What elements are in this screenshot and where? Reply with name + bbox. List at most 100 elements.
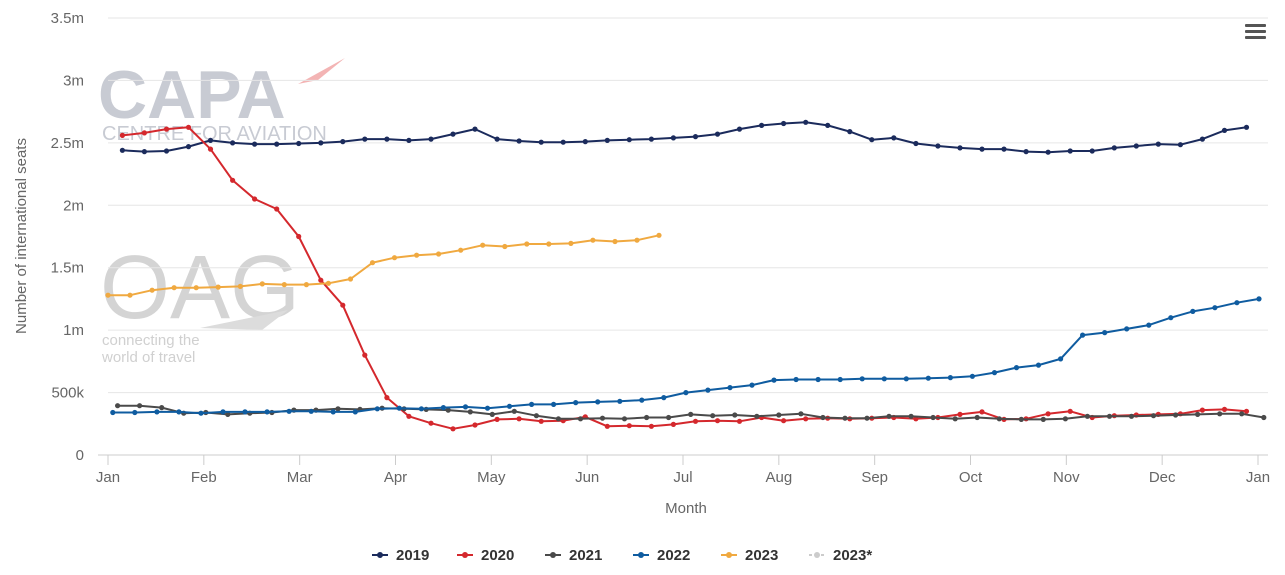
data-point[interactable] (1128, 413, 1135, 419)
data-point[interactable] (1040, 416, 1046, 422)
data-point[interactable] (1045, 149, 1051, 155)
data-point[interactable] (1089, 148, 1095, 154)
data-point[interactable] (237, 283, 243, 289)
data-point[interactable] (127, 292, 133, 298)
data-point[interactable] (1239, 411, 1245, 417)
data-point[interactable] (274, 206, 280, 212)
data-point[interactable] (352, 409, 358, 415)
data-point[interactable] (414, 252, 420, 258)
data-point[interactable] (1168, 315, 1174, 321)
data-point[interactable] (612, 238, 618, 245)
data-point[interactable] (318, 140, 324, 146)
data-point[interactable] (1173, 412, 1179, 418)
data-point[interactable] (908, 413, 914, 419)
data-point[interactable] (1150, 413, 1157, 419)
data-point[interactable] (957, 145, 963, 151)
data-point[interactable] (436, 251, 442, 257)
data-point[interactable] (1261, 414, 1267, 421)
data-point[interactable] (732, 412, 738, 418)
data-point[interactable] (573, 400, 579, 406)
data-point[interactable] (991, 370, 998, 376)
data-point[interactable] (154, 409, 160, 415)
data-point[interactable] (281, 282, 287, 288)
data-point[interactable] (428, 136, 434, 142)
data-point[interactable] (230, 177, 236, 183)
data-point[interactable] (119, 147, 125, 153)
data-point[interactable] (1155, 141, 1161, 147)
data-point[interactable] (1111, 145, 1117, 151)
data-point[interactable] (692, 134, 699, 140)
data-point[interactable] (458, 247, 464, 253)
data-point[interactable] (516, 138, 522, 144)
data-point[interactable] (842, 415, 848, 421)
data-point[interactable] (1217, 411, 1223, 417)
data-point[interactable] (626, 423, 632, 429)
data-point[interactable] (582, 139, 588, 145)
data-point[interactable] (506, 403, 513, 409)
data-point[interactable] (727, 385, 733, 391)
data-point[interactable] (648, 423, 655, 429)
data-point[interactable] (736, 126, 743, 132)
data-point[interactable] (340, 139, 346, 145)
data-point[interactable] (303, 282, 309, 288)
data-point[interactable] (736, 418, 743, 424)
data-point[interactable] (308, 408, 314, 414)
data-point[interactable] (450, 131, 456, 137)
data-point[interactable] (617, 398, 623, 404)
data-point[interactable] (859, 376, 865, 382)
legend-item-2020[interactable]: 2020 (457, 547, 514, 564)
data-point[interactable] (1195, 411, 1201, 417)
data-point[interactable] (533, 413, 540, 419)
data-point[interactable] (621, 416, 628, 422)
data-point[interactable] (472, 126, 478, 132)
data-point[interactable] (825, 122, 831, 128)
data-point[interactable] (1013, 365, 1020, 371)
data-point[interactable] (242, 409, 248, 415)
data-point[interactable] (207, 146, 214, 152)
data-point[interactable] (207, 137, 214, 143)
data-point[interactable] (252, 196, 258, 202)
data-point[interactable] (340, 302, 346, 308)
data-point[interactable] (418, 406, 424, 412)
data-point[interactable] (286, 408, 292, 414)
data-point[interactable] (837, 376, 843, 383)
data-point[interactable] (634, 237, 640, 243)
data-point[interactable] (714, 131, 721, 137)
data-point[interactable] (1106, 413, 1113, 419)
data-point[interactable] (969, 373, 976, 379)
data-point[interactable] (714, 418, 721, 424)
data-point[interactable] (754, 413, 760, 419)
data-point[interactable] (1221, 406, 1228, 412)
data-point[interactable] (666, 414, 672, 421)
data-point[interactable] (820, 414, 826, 421)
data-point[interactable] (141, 149, 147, 155)
data-point[interactable] (749, 382, 755, 388)
data-point[interactable] (163, 126, 170, 132)
data-point[interactable] (1067, 148, 1073, 154)
legend-item-2023*[interactable]: 2023* (809, 547, 872, 564)
data-point[interactable] (864, 415, 870, 421)
data-point[interactable] (979, 409, 985, 415)
data-point[interactable] (193, 285, 199, 291)
data-point[interactable] (648, 136, 655, 142)
legend-item-2021[interactable]: 2021 (545, 547, 602, 564)
data-point[interactable] (903, 376, 909, 382)
data-point[interactable] (656, 232, 662, 238)
data-point[interactable] (1221, 127, 1228, 133)
data-point[interactable] (957, 411, 963, 417)
data-point[interactable] (705, 387, 711, 393)
data-point[interactable] (264, 409, 270, 415)
data-point[interactable] (538, 139, 544, 145)
data-point[interactable] (472, 422, 478, 428)
data-point[interactable] (347, 276, 354, 282)
data-point[interactable] (149, 287, 155, 293)
data-point[interactable] (595, 399, 601, 405)
data-point[interactable] (524, 241, 530, 247)
data-point[interactable] (577, 416, 584, 422)
data-point[interactable] (484, 405, 491, 411)
data-point[interactable] (362, 136, 368, 142)
data-point[interactable] (1190, 308, 1196, 314)
data-point[interactable] (710, 413, 716, 419)
data-point[interactable] (330, 409, 336, 415)
data-point[interactable] (546, 241, 552, 247)
